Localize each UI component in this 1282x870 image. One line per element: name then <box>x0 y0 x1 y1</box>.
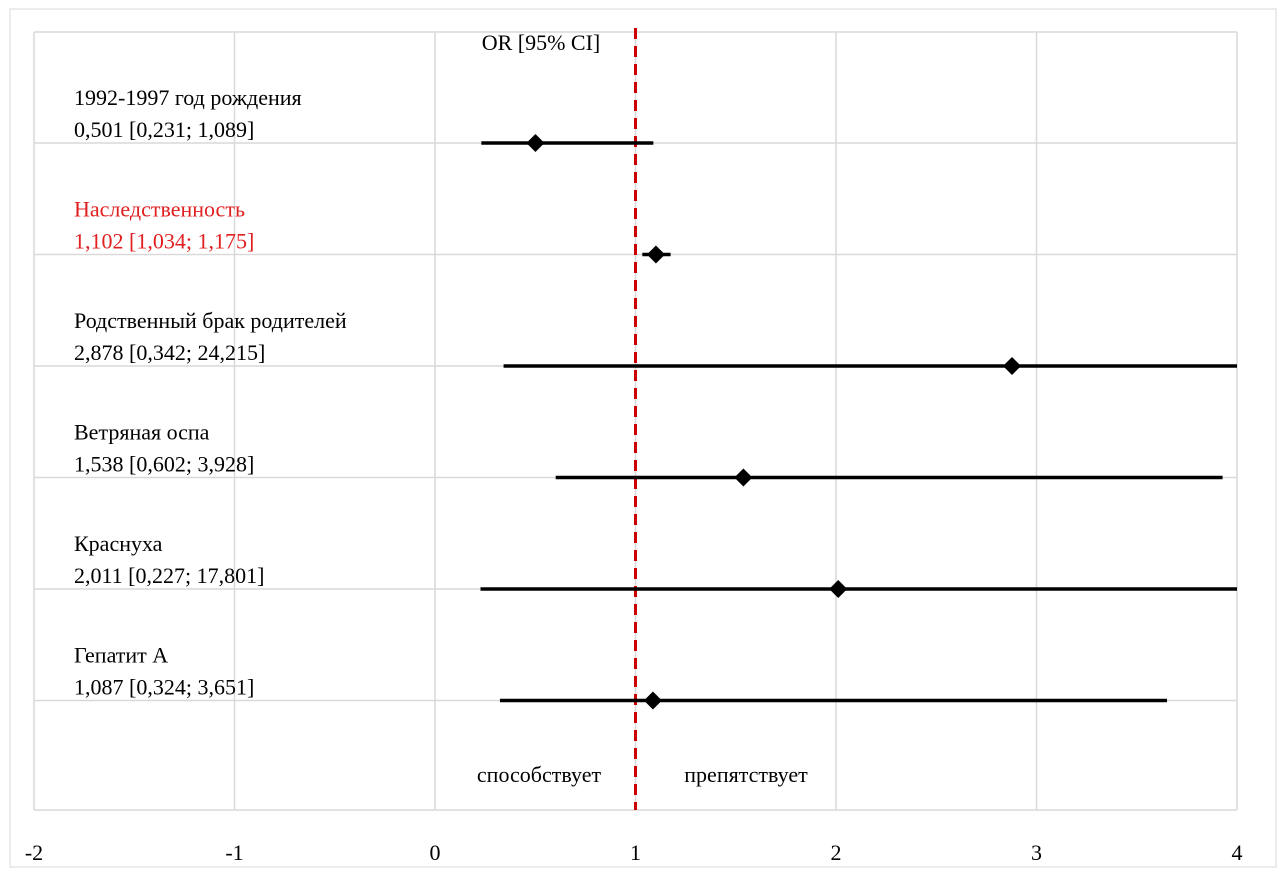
row-name-label: 1992-1997 год рождения <box>74 85 302 110</box>
or-marker <box>829 580 848 598</box>
chart-outer-frame <box>9 8 1277 868</box>
x-tick-label: 1 <box>630 840 641 865</box>
x-tick-label: -2 <box>25 840 43 865</box>
x-tick-label: 2 <box>831 840 842 865</box>
row-name-label: Родственный брак родителей <box>74 308 347 333</box>
x-axis-ticks: -2 -1 0 1 2 3 4 <box>25 840 1243 865</box>
or-marker <box>1003 357 1022 375</box>
or-marker <box>646 245 665 264</box>
x-tick-label: 3 <box>1031 840 1042 865</box>
row-value-label: 1,102 [1,034; 1,175] <box>74 229 254 254</box>
row-name-label: Краснуха <box>74 531 163 556</box>
row-name-label: Гепатит А <box>74 643 168 668</box>
row-value-label: 0,501 [0,231; 1,089] <box>74 117 254 142</box>
or-markers <box>526 134 1022 710</box>
or-marker <box>526 134 545 152</box>
x-tick-label: 4 <box>1232 840 1243 865</box>
header-or-ci: OR [95% CI] <box>482 30 601 55</box>
or-marker <box>643 691 662 710</box>
row-name-label: Ветряная оспа <box>74 420 210 445</box>
row-value-label: 2,878 [0,342; 24,215] <box>74 340 265 365</box>
annotation-prevents: препятствует <box>684 762 808 787</box>
row-value-label: 2,011 [0,227; 17,801] <box>74 563 264 588</box>
row-value-label: 1,087 [0,324; 3,651] <box>74 675 254 700</box>
x-tick-label: -1 <box>225 840 243 865</box>
or-marker <box>734 468 753 487</box>
row-name-label: Наследственность <box>74 197 245 222</box>
confidence-intervals <box>480 141 1237 703</box>
annotation-promotes: способствует <box>477 762 602 787</box>
row-value-label: 1,538 [0,602; 3,928] <box>74 452 254 477</box>
row-labels: 1992-1997 год рождения 0,501 [0,231; 1,08… <box>74 85 347 700</box>
x-tick-label: 0 <box>430 840 441 865</box>
